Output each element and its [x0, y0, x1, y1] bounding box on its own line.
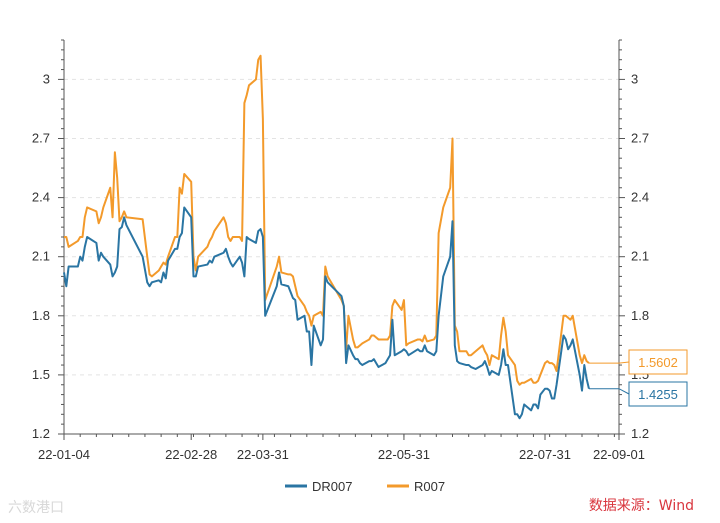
y-tick-label-left: 3: [43, 71, 50, 86]
x-tick-label: 22-03-31: [237, 447, 289, 462]
x-tick-label: 22-05-31: [378, 447, 430, 462]
y-tick-label-left: 1.2: [32, 426, 50, 441]
y-tick-label-right: 1.2: [631, 426, 649, 441]
y-tick-label-right: 2.4: [631, 190, 649, 205]
last-value-callouts: 1.4255 1.5602: [588, 349, 688, 407]
y-tick-label-right: 1.8: [631, 308, 649, 323]
y-tick-label-left: 1.5: [32, 367, 50, 382]
callout-leader-dr007: [588, 388, 630, 395]
y-tick-label-right: 2.7: [631, 131, 649, 146]
y-tick-label-left: 2.7: [32, 131, 50, 146]
axes: 1.21.21.51.51.81.82.12.12.42.42.72.73322…: [32, 39, 649, 462]
series-lines: [63, 54, 590, 420]
source-label: 数据来源：Wind: [588, 498, 694, 514]
x-tick-label: 22-09-01: [593, 447, 645, 462]
callout-value-r007: 1.5602: [638, 355, 678, 370]
y-tick-label-left: 2.4: [32, 190, 50, 205]
legend-label-r007: R007: [414, 479, 445, 494]
watermark: 六数港口: [8, 500, 64, 516]
legend-label-dr007: DR007: [312, 479, 352, 494]
series-line-dr007: [63, 206, 590, 420]
series-line-r007: [64, 54, 590, 386]
callout-box-dr007: [628, 381, 688, 407]
callout-value-dr007: 1.4255: [638, 387, 678, 402]
x-tick-label: 22-07-31: [519, 447, 571, 462]
callout-box-r007: [628, 349, 688, 375]
x-tick-label: 22-01-04: [38, 447, 90, 462]
y-tick-label-right: 3: [631, 71, 638, 86]
gridlines: [64, 78, 619, 376]
y-tick-label-left: 2.1: [32, 249, 50, 264]
x-tick-label: 22-02-28: [165, 447, 217, 462]
callout-leader-r007: [588, 361, 630, 364]
y-tick-label-left: 1.8: [32, 308, 50, 323]
y-tick-label-right: 2.1: [631, 249, 649, 264]
legend: DR007 R007: [285, 479, 445, 494]
